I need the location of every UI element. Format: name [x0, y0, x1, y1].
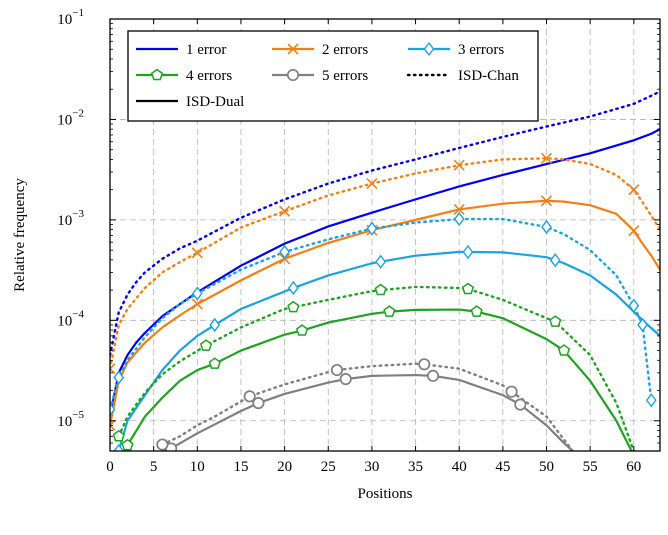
y-tick-label: 10−2	[57, 107, 84, 128]
data-point-marker	[113, 370, 125, 385]
data-point-marker	[426, 369, 440, 382]
data-point-marker	[339, 373, 352, 386]
plot-frame	[109, 18, 661, 452]
data-point-marker	[453, 211, 465, 227]
legend-label: ISD-Dual	[186, 94, 244, 110]
legend-label: 2 errors	[322, 42, 368, 58]
data-point-marker	[383, 305, 396, 317]
data-point-marker	[418, 358, 431, 371]
data-point-marker	[366, 221, 378, 236]
data-point-marker	[110, 363, 116, 375]
data-point-marker	[514, 398, 527, 411]
x-tick-label: 25	[321, 459, 336, 475]
y-tick-label: 10−1	[57, 7, 84, 28]
data-point-marker	[453, 203, 465, 216]
data-point-marker	[453, 159, 465, 171]
data-point-marker	[540, 195, 553, 207]
x-tick-label: 10	[190, 459, 205, 475]
x-tick-label: 50	[539, 459, 554, 475]
data-point-marker	[243, 390, 256, 403]
x-tick-label: 60	[626, 459, 641, 475]
data-point-marker	[645, 393, 657, 408]
data-point-marker	[330, 363, 344, 377]
x-tick-label: 55	[583, 459, 598, 475]
legend: 1 error 2 errors 3 errors 4 errors 5 errors I…	[127, 30, 539, 122]
data-point-marker	[287, 300, 300, 313]
data-point-marker	[191, 286, 203, 301]
data-point-marker	[541, 219, 552, 235]
markers	[110, 152, 657, 451]
legend-label: 4 errors	[186, 68, 232, 84]
data-point-marker	[557, 344, 571, 356]
legend-marker	[150, 68, 164, 81]
data-point-marker	[110, 402, 116, 417]
legend-box	[127, 30, 539, 122]
y-axis-label: Relative frequency	[12, 178, 28, 292]
data-point-marker	[505, 385, 518, 398]
data-point-marker	[279, 205, 291, 217]
series-line-2-error-isd-chan	[110, 157, 660, 370]
data-point-marker	[540, 152, 553, 164]
data-point-marker	[199, 339, 213, 351]
data-point-marker	[470, 305, 483, 317]
x-tick-label: 35	[408, 459, 423, 475]
x-axis-label: Positions	[357, 486, 412, 502]
axis-ticks: 0 5 10 15 20 25 30 35 40 45 50 55 60 10−1 10−2 10−3 10−4…	[57, 7, 660, 475]
plot-area	[110, 90, 660, 451]
data-point-marker	[374, 283, 387, 296]
x-tick-label: 20	[277, 459, 292, 475]
x-tick-label: 0	[106, 459, 114, 475]
data-point-marker	[637, 317, 648, 333]
data-point-marker	[295, 324, 309, 336]
data-point-marker	[191, 247, 203, 259]
legend-label: 1 error	[186, 42, 226, 58]
data-point-marker	[156, 438, 169, 451]
legend-label: 5 errors	[322, 68, 368, 84]
x-tick-label: 40	[452, 459, 467, 475]
legend-label: ISD-Chan	[458, 68, 519, 84]
legend-label: 3 errors	[458, 42, 504, 58]
legend-marker	[287, 43, 299, 55]
series-line-5-error-isd-dual	[161, 373, 574, 451]
data-point-marker	[208, 357, 221, 369]
y-tick-label: 10−3	[57, 208, 84, 229]
data-point-marker	[549, 253, 561, 268]
y-tick-label: 10−5	[57, 409, 84, 430]
data-point-marker	[549, 315, 562, 327]
x-tick-label: 15	[233, 459, 248, 475]
y-tick-label: 10−4	[57, 308, 84, 329]
series-line-3-error-isd-chan	[110, 217, 653, 411]
data-point-marker	[112, 429, 125, 442]
data-point-marker	[366, 177, 378, 190]
data-point-marker	[287, 280, 299, 296]
x-tick-label: 45	[495, 459, 510, 475]
series-line-4-error-isd-dual	[124, 308, 633, 451]
legend-marker	[423, 41, 435, 57]
series-line-1-error-isd-dual	[110, 128, 660, 417]
data-point-marker	[628, 225, 640, 237]
data-point-marker	[113, 443, 125, 451]
data-point-marker	[279, 244, 290, 260]
data-point-marker	[375, 254, 387, 269]
data-point-marker	[110, 419, 116, 431]
series-line-1-error-isd-chan	[110, 90, 660, 357]
data-point-marker	[461, 282, 475, 295]
data-point-marker	[121, 438, 134, 451]
x-tick-label: 30	[364, 459, 379, 475]
series-line-3-error-isd-dual	[117, 250, 660, 451]
data-point-marker	[462, 244, 474, 260]
data-point-marker	[628, 298, 640, 313]
legend-marker	[286, 68, 300, 82]
data-point-marker	[209, 317, 221, 333]
data-point-marker	[628, 184, 640, 196]
x-tick-label: 5	[150, 459, 158, 475]
data-point-marker	[252, 397, 265, 410]
data-point-marker	[191, 298, 203, 310]
